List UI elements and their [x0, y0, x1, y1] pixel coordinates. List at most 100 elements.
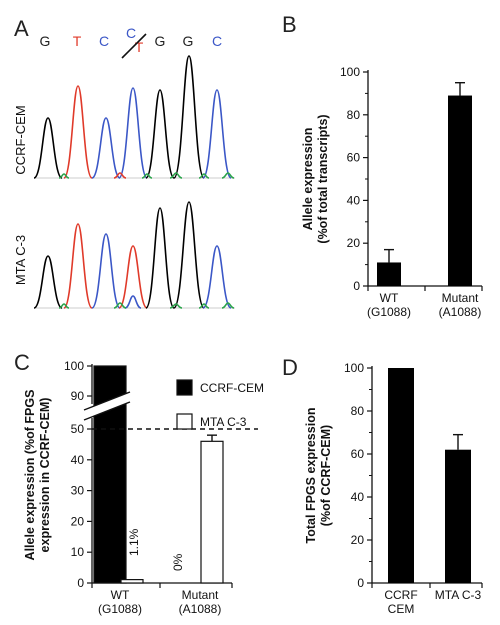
bar: [377, 262, 401, 286]
y-axis-title-line-1: Allele expression (%of FPGS: [23, 390, 37, 561]
bar-mta-c3: [200, 440, 224, 584]
x-tick-label-2-line-1: Mutant: [442, 291, 479, 305]
trace-bottom-peak-13: [221, 302, 235, 309]
trace-top-peak-11: [169, 172, 183, 179]
y-tick-label: 100: [64, 359, 84, 373]
bar: [445, 449, 471, 583]
axis-break-line-lower: [83, 401, 131, 421]
bar: [388, 368, 414, 583]
trace-bottom-peak-12: [198, 303, 210, 309]
sequence-variant-base: T: [135, 39, 144, 55]
axis-break-line-upper: [83, 391, 131, 411]
sequence-base-5: G: [155, 33, 166, 49]
x-tick-label-1-line-1: WT: [111, 588, 130, 602]
trace-top-peak-10: [141, 173, 153, 179]
trace-top-peak-3: [91, 117, 121, 179]
y-tick-label: 0: [357, 576, 364, 590]
trace-bottom-peak-5: [145, 207, 175, 309]
x-tick-label-2-line-1: Mutant: [182, 588, 219, 602]
trace-bottom-peak-9: [58, 303, 70, 309]
x-tick-label-2-line-2: (A1088): [439, 305, 482, 319]
trace-bottom-peak-2: [63, 223, 93, 309]
trace-bottom-peak-7: [202, 245, 232, 309]
y-tick-label: 100: [340, 65, 360, 79]
y-tick-label: 20: [71, 514, 85, 528]
chromatogram-panel: G T C C G G CT CCRF-CEM MTA C-3: [13, 25, 235, 309]
bar-mta-c3: [120, 579, 144, 584]
chart-panel-c: 0 10 20 30 40 50 90 100 1.1% 0% WT(G1088) Mutant(A1…: [23, 359, 264, 616]
trace-top-peak-9: [113, 172, 127, 179]
trace-top-peak-12: [198, 173, 210, 179]
variant-slash: [121, 33, 147, 59]
axis-break: [83, 391, 131, 421]
trace-bottom-peak-6: [173, 201, 205, 309]
sequence-base-4: C: [126, 25, 136, 41]
y-tick-label: 20: [351, 533, 365, 547]
trace-bottom-peak-4: [118, 245, 148, 309]
trace-top-peak-2: [63, 85, 93, 179]
trace-bottom-peak-11: [169, 303, 183, 309]
sequence-row: G T C C G G CT: [40, 25, 222, 59]
trace-top-peak-7: [202, 89, 232, 179]
sample-label-mta-c3: MTA C-3: [13, 235, 28, 285]
x-tick-label-1-line-1: WT: [380, 291, 399, 305]
y-tick-label: 40: [351, 490, 365, 504]
panel-letter-d: D: [282, 355, 298, 380]
y-tick-label: 0: [353, 279, 360, 293]
chromatogram-trace-ccrf-cem: [33, 55, 235, 179]
legend-label-1: CCRF-CEM: [200, 381, 264, 395]
y-tick-label: 90: [71, 389, 85, 403]
y-tick-label: 80: [347, 108, 361, 122]
y-tick-label: 80: [351, 404, 365, 418]
y-tick-label: 50: [71, 422, 85, 436]
x-tick-label-2: MTA C-3: [435, 588, 482, 602]
y-tick-label: 40: [71, 453, 85, 467]
trace-bottom-peak-3: [91, 233, 121, 309]
value-label-mutant-ccrf: 0%: [171, 553, 185, 571]
x-tick-label-2-line-2: (A1088): [179, 602, 222, 616]
axis-break-gap: [84, 392, 130, 420]
sequence-base-3: C: [99, 33, 109, 49]
bar: [448, 95, 472, 286]
y-tick-label: 30: [71, 484, 85, 498]
y-tick-label: 0: [77, 576, 84, 590]
chart-panel-b: 0 20 40 60 80 100 WT(G1088) Mutant(A1088) Allele…: [301, 65, 483, 319]
trace-top-peak-8: [58, 173, 70, 179]
trace-bottom-peak-10: [113, 302, 127, 309]
legend-swatch-2: [176, 413, 193, 430]
legend-swatch-1: [176, 379, 193, 396]
value-label-wt-mta: 1.1%: [127, 528, 141, 556]
legend-label-2: MTA C-3: [200, 415, 247, 429]
sequence-base-1: G: [40, 33, 51, 49]
trace-top-peak-13: [221, 172, 235, 179]
x-tick-label-1-line-2: CEM: [388, 602, 415, 616]
y-axis-title-line-1: Total FPGS expression: [304, 408, 318, 544]
chromatogram-trace-mta-c3: [33, 201, 235, 309]
y-tick-label: 10: [71, 545, 85, 559]
y-axis-title-line-2: expression in CCRF-CEM): [38, 398, 52, 553]
trace-bottom-peak-1: [33, 255, 63, 309]
x-tick-label-1-line-1: CCRF: [384, 588, 417, 602]
x-tick-label-1-line-2: (G1088): [98, 602, 142, 616]
y-tick-label: 100: [344, 361, 364, 375]
sequence-base-7: C: [212, 33, 222, 49]
y-tick-label: 60: [347, 151, 361, 165]
y-axis-title-line-2: (%of total transcripts): [316, 114, 330, 243]
y-tick-label: 20: [347, 236, 361, 250]
x-tick-label-1-line-2: (G1088): [367, 305, 411, 319]
panel-letter-a: A: [14, 16, 29, 41]
y-tick-label: 40: [347, 193, 361, 207]
sequence-base-6: G: [183, 33, 194, 49]
sample-label-ccrf-cem: CCRF-CEM: [13, 105, 28, 174]
y-axis-title-line-2: (%of CCRF-CEM): [319, 425, 333, 526]
trace-top-peak-4: [118, 87, 148, 179]
y-axis-title-line-1: Allele expression: [301, 128, 315, 231]
panel-letter-c: C: [14, 350, 30, 375]
panel-letter-b: B: [282, 12, 297, 37]
y-tick-label: 60: [351, 447, 365, 461]
trace-top-peak-5: [145, 89, 175, 179]
trace-top-peak-1: [33, 117, 63, 179]
trace-top-peak-6: [173, 55, 205, 179]
